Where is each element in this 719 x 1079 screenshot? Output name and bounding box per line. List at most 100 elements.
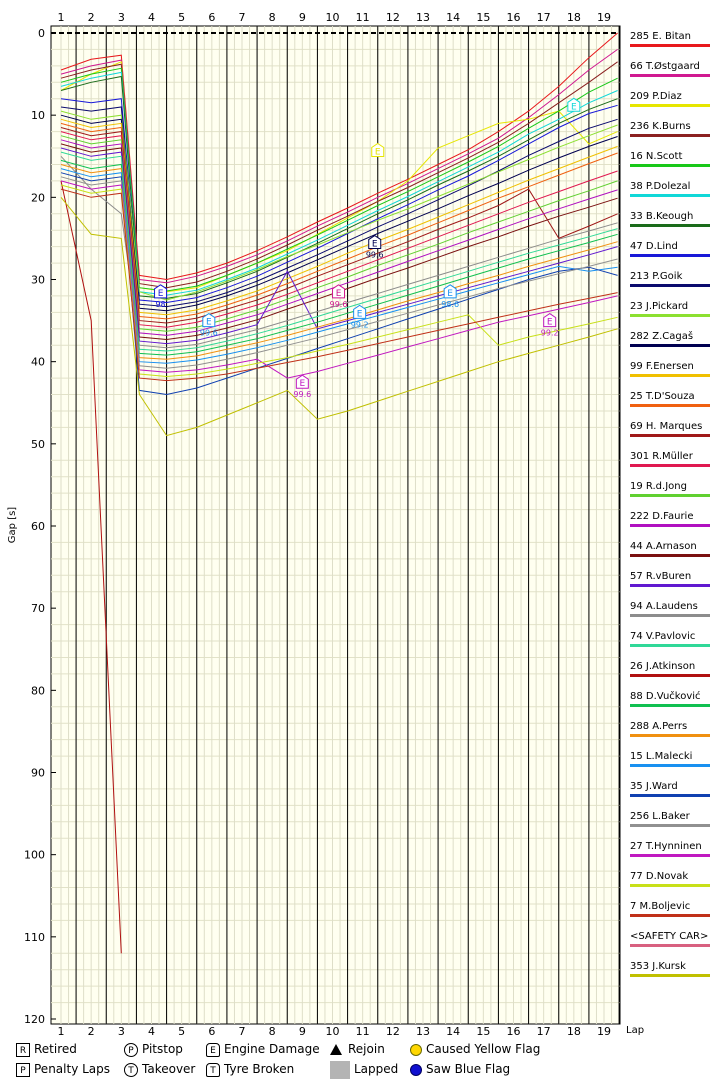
legend-label: 27 T.Hynninen (630, 841, 702, 852)
legend-entry[interactable]: 26 J.Atkinson (630, 660, 710, 690)
legend-entry[interactable]: 23 J.Pickard (630, 300, 710, 330)
x-tick-label-bottom: 1 (58, 1025, 65, 1038)
legend-swatch (630, 974, 710, 977)
legend-label: 35 J.Ward (630, 781, 678, 792)
legend-swatch (630, 224, 710, 227)
legend-entry[interactable]: 16 N.Scott (630, 150, 710, 180)
y-tick-label: 100 (24, 849, 45, 862)
legend-entry[interactable]: 282 Z.Cagaš (630, 330, 710, 360)
key-label: Lapped (354, 1062, 399, 1076)
x-tick-label-top: 16 (507, 11, 521, 24)
grid (51, 26, 620, 1024)
legend-entry[interactable]: 69 H. Marques (630, 420, 710, 450)
engine-damage-label: 98.6 (441, 300, 459, 309)
legend-entry[interactable]: 209 P.Diaz (630, 90, 710, 120)
legend-entry[interactable]: <SAFETY CAR> (630, 930, 710, 960)
circle-letter-icon: T (124, 1062, 138, 1077)
legend-swatch (630, 464, 710, 467)
legend-entry[interactable]: 288 A.Perrs (630, 720, 710, 750)
series-line (60, 168, 618, 364)
key-label: Caused Yellow Flag (426, 1042, 541, 1056)
x-tick-label-bottom: 8 (269, 1025, 276, 1038)
engine-damage-symbol: E (158, 289, 164, 299)
legend-entry[interactable]: 33 B.Keough (630, 210, 710, 240)
key-item: Caused Yellow Flag (410, 1040, 540, 1058)
legend-swatch (630, 614, 710, 617)
legend-label: 15 L.Malecki (630, 751, 693, 762)
legend-entry[interactable]: 77 D.Novak (630, 870, 710, 900)
series-line (60, 188, 618, 382)
legend-entry[interactable]: 222 D.Faurie (630, 510, 710, 540)
legend-swatch (630, 854, 710, 857)
engine-damage-symbol: E (447, 289, 453, 299)
x-tick-label-bottom: 18 (567, 1025, 581, 1038)
pentagon-letter-icon: E (206, 1042, 220, 1057)
series-line (60, 110, 618, 301)
engine-damage-marker (295, 374, 309, 389)
legend-entry[interactable]: 47 D.Lind (630, 240, 710, 270)
legend-entry[interactable]: 44 A.Arnason (630, 540, 710, 570)
legend-entry[interactable]: 66 T.Østgaard (630, 60, 710, 90)
series-line (60, 48, 618, 284)
engine-damage-marker (543, 312, 557, 328)
engine-damage-marker (368, 234, 382, 250)
x-axis-label: Lap (626, 1025, 644, 1036)
legend-swatch (630, 524, 710, 527)
box-letter-icon: R (16, 1042, 30, 1057)
series-line (60, 155, 618, 349)
legend-entry[interactable]: 74 V.Pavlovic (630, 630, 710, 660)
x-tick-label-top: 18 (567, 11, 581, 24)
legend-label: 33 B.Keough (630, 211, 694, 222)
legend-entry[interactable]: 15 L.Malecki (630, 750, 710, 780)
x-tick-label-top: 4 (148, 11, 155, 24)
engine-damage-symbol: E (372, 240, 378, 250)
legend-entry[interactable]: 57 R.vBuren (630, 570, 710, 600)
x-tick-label-bottom: 13 (416, 1025, 430, 1038)
series-line (60, 61, 618, 289)
legend-entry[interactable]: 19 R.d.Jong (630, 480, 710, 510)
legend-entry[interactable]: 38 P.Dolezal (630, 180, 710, 210)
x-tick-label-top: 19 (597, 11, 611, 24)
yellow-flag-dot-icon (410, 1043, 422, 1056)
engine-damage-label: 99.6 (200, 329, 218, 338)
x-tick-label-bottom: 5 (178, 1025, 185, 1038)
legend-entry[interactable]: 88 D.Vučković (630, 690, 710, 720)
key-item: P Pitstop (124, 1040, 183, 1058)
legend-label: 23 J.Pickard (630, 301, 689, 312)
legend-entry[interactable]: 236 K.Burns (630, 120, 710, 150)
legend-entry[interactable]: 256 L.Baker (630, 810, 710, 840)
legend-entry[interactable]: 301 R.Müller (630, 450, 710, 480)
y-tick-label: 0 (38, 27, 45, 40)
legend-entry[interactable]: 35 J.Ward (630, 780, 710, 810)
legend-swatch (630, 344, 710, 347)
legend-entry[interactable]: 353 J.Kursk (630, 960, 710, 990)
legend-swatch (630, 434, 710, 437)
series-line (60, 118, 618, 316)
legend-entry[interactable]: 213 P.Goik (630, 270, 710, 300)
legend-entry[interactable]: 7 M.Boljevic (630, 900, 710, 930)
legend-swatch (630, 44, 710, 47)
engine-damage-label: 99.2 (351, 320, 369, 329)
x-tick-label-top: 11 (356, 11, 370, 24)
legend-entry[interactable]: 285 E. Bitan (630, 30, 710, 60)
series-line (60, 159, 618, 356)
legend-swatch (630, 284, 710, 287)
legend-swatch (630, 194, 710, 197)
legend-entry[interactable]: 99 F.Enersen (630, 360, 710, 390)
key-label: Takeover (142, 1062, 196, 1076)
series-line (60, 180, 618, 379)
legend-label: 301 R.Müller (630, 451, 693, 462)
x-tick-label-top: 13 (416, 11, 430, 24)
legend-label: 99 F.Enersen (630, 361, 694, 372)
legend-label: 282 Z.Cagaš (630, 331, 694, 342)
legend-label: 236 K.Burns (630, 121, 691, 132)
legend-entry[interactable]: 27 T.Hynninen (630, 840, 710, 870)
legend-swatch (630, 314, 710, 317)
legend-swatch (630, 644, 710, 647)
x-tick-label-top: 9 (299, 11, 306, 24)
legend-entry[interactable]: 25 T.D'Souza (630, 390, 710, 420)
series-line (60, 71, 618, 296)
key-item: T Tyre Broken (206, 1060, 294, 1078)
series-lines (60, 32, 618, 954)
legend-entry[interactable]: 94 A.Laudens (630, 600, 710, 630)
